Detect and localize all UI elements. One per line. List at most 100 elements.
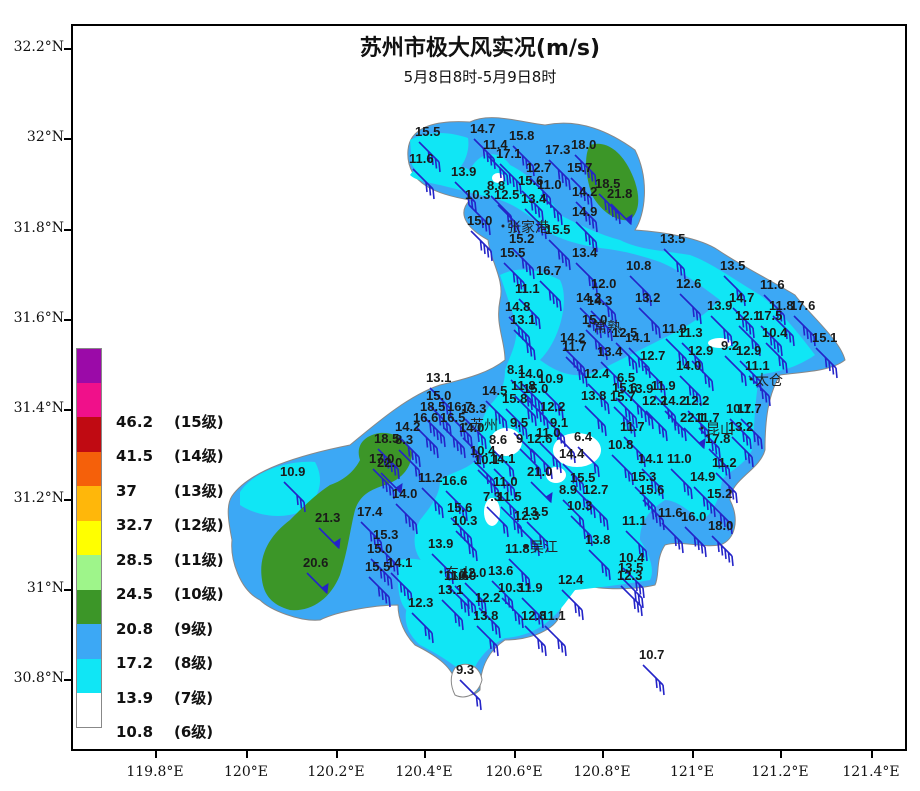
map-subtitle: 5月8日8时-5月9日8时 [403, 68, 557, 86]
legend-label: 28.5 (11级) [116, 549, 224, 570]
station-value: 11.0 [493, 474, 518, 489]
wind-barb-icon [729, 418, 752, 450]
wind-barb-icon [443, 427, 466, 459]
wind-barb-icon [724, 355, 747, 387]
station-value: 12.7 [583, 482, 608, 497]
station-value: 22.0 [377, 455, 402, 470]
wind-barb-icon [574, 154, 597, 186]
wind-barb-icon [412, 168, 435, 200]
latitude-label: 31.2°N [13, 490, 64, 506]
city-label: 常熟 [593, 320, 621, 336]
station-value: 12.2 [684, 393, 709, 408]
station-value: 15.5 [365, 559, 390, 574]
station-value: 14.2 [576, 290, 601, 305]
wind-barb-icon [464, 418, 487, 450]
legend-swatch [76, 520, 102, 555]
wind-barb-icon [486, 506, 509, 538]
wind-barb-icon [497, 204, 520, 236]
city-marker-icon [749, 377, 753, 381]
station-value: 6.4 [574, 429, 593, 444]
wind-barb-icon [661, 522, 684, 554]
station-value: 12.9 [688, 343, 713, 358]
legend-label: 20.8 (9级) [116, 618, 213, 639]
station-value: 15.7 [610, 389, 635, 404]
station-value: 12.0 [591, 276, 616, 291]
station-value: 11.2 [418, 470, 443, 485]
legend-swatch [76, 693, 102, 728]
station-value: 11.8 [505, 541, 530, 556]
station-value: 13.8 [473, 608, 498, 623]
station-value: 14.2 [560, 330, 585, 345]
station-value: 15.6 [639, 482, 664, 497]
station-value: 11.9 [662, 321, 687, 336]
wind-barb-icon [464, 582, 487, 614]
wind-barb-icon [390, 572, 413, 604]
wind-barb-icon [447, 585, 470, 617]
station-value: 16.6 [442, 473, 467, 488]
station-value: 21.3 [315, 510, 340, 525]
wind-barb-icon [512, 248, 535, 280]
latitude-tick [64, 229, 71, 231]
latitude-label: 31.4°N [13, 400, 64, 416]
city-marker-icon [439, 570, 443, 574]
station-value: 11.6 [658, 505, 683, 520]
wind-barb-icon [517, 525, 540, 557]
wind-barb-icon [372, 468, 395, 500]
station-value: 11.9 [518, 580, 543, 595]
legend-level: (6级) [174, 723, 214, 741]
station-value: 11.0 [536, 425, 561, 440]
longitude-label: 120.4°E [395, 764, 453, 780]
longitude-label: 120.8°E [573, 764, 631, 780]
region-level9-west [261, 432, 412, 611]
wind-barb-icon [540, 194, 563, 226]
wind-barb-icon [731, 436, 754, 468]
wind-barb-icon [739, 360, 762, 392]
station-value: 14.0 [392, 486, 417, 501]
wind-barb-icon [631, 398, 654, 430]
station-value: 8.8 [487, 178, 505, 193]
wind-barb-icon [628, 347, 651, 379]
wind-barb-icon [468, 204, 491, 236]
station-value: 12.0 [461, 565, 486, 580]
legend-level: (7级) [174, 688, 214, 707]
station-value: 8.6 [489, 432, 507, 447]
region-below6-south [450, 663, 483, 698]
station-value: 17.3 [545, 142, 570, 157]
city-label: 张家港 [507, 219, 549, 236]
latitude-tick [64, 589, 71, 591]
station-value: 10.3 [452, 513, 477, 528]
latitude-tick [64, 319, 71, 321]
station-value: 15.5 [570, 470, 595, 485]
legend-label: 17.2 (8级) [116, 652, 213, 673]
wind-barb-icon [421, 487, 444, 519]
station-value: 13.1 [426, 370, 451, 385]
wind-barb-icon [570, 177, 593, 209]
station-value: 13.9 [428, 536, 453, 551]
station-value: 14.1 [638, 451, 663, 466]
wind-barb-icon [815, 347, 838, 379]
station-value: 15.2 [707, 486, 732, 501]
station-value: 15.2 [509, 231, 534, 246]
station-value: 15.8 [509, 128, 534, 143]
wind-barb-icon [454, 181, 477, 213]
station-value: 16.7 [536, 263, 561, 278]
station-value: 15.5 [500, 245, 525, 260]
station-value: 11.1 [515, 281, 540, 296]
station-value: 14.7 [470, 121, 495, 136]
legend-level: (12级) [174, 516, 224, 534]
wind-barb-icon [377, 448, 400, 480]
station-value: 12.2 [475, 590, 500, 605]
wind-barb-icon [541, 388, 564, 420]
legend-level: (10级) [174, 585, 224, 603]
wind-barb-icon [441, 599, 464, 631]
region-below6-2 [490, 428, 522, 456]
station-value: 14.0 [518, 366, 543, 381]
station-value: 14.2 [395, 419, 420, 434]
station-value: 17.5 [757, 308, 782, 323]
station-value: 21.0 [527, 464, 552, 479]
station-value: 14.9 [572, 204, 597, 219]
wind-barb-icon [562, 463, 585, 495]
wind-barb-icon [679, 375, 702, 407]
